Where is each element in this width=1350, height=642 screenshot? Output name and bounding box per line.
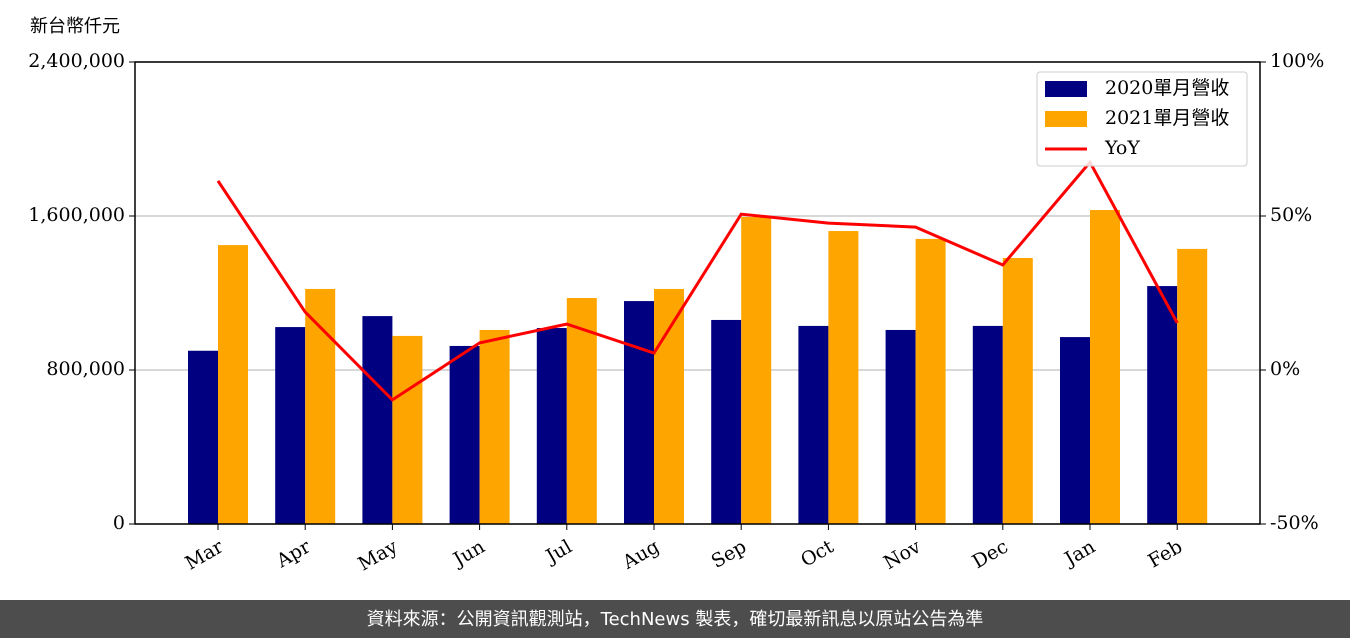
bar (188, 350, 218, 524)
bar (566, 298, 597, 524)
bar (1090, 210, 1120, 524)
bar (449, 345, 480, 524)
y2-tick-label: -50% (1270, 512, 1319, 534)
x-tick-label: Aug (618, 536, 663, 575)
legend-box (1036, 71, 1248, 167)
bar (1177, 248, 1208, 525)
footer: 資料來源：公開資訊觀測站，TechNews 製表，確切最新訊息以原站公告為準 (367, 609, 984, 630)
bar (392, 335, 423, 524)
y2-tick-label: 100% (1270, 50, 1324, 72)
legend-swatch (1045, 111, 1087, 127)
bar (915, 238, 946, 524)
bar (275, 327, 306, 524)
x-tick-label: Apr (272, 535, 315, 572)
bar (624, 301, 654, 524)
bar (741, 216, 772, 524)
bar (218, 245, 248, 524)
y2-tick-label: 50% (1270, 204, 1312, 226)
bar (654, 288, 684, 524)
bar (305, 288, 336, 524)
x-tick-label: Jan (1059, 536, 1099, 572)
bar (828, 231, 859, 524)
x-tick-label: Nov (880, 535, 925, 574)
legend-label: 2021單月營收 (1105, 107, 1229, 129)
bar (1060, 337, 1090, 524)
x-tick-label: Jul (541, 536, 576, 569)
footer-band (0, 600, 1350, 638)
y-tick-label: 1,600,000 (28, 204, 125, 226)
x-tick-label: Jun (448, 536, 489, 572)
y-tick-label: 2,400,000 (28, 50, 125, 72)
legend-label: 2020單月營收 (1105, 77, 1229, 99)
y-tick-label: 0 (113, 512, 125, 534)
bar (972, 325, 1003, 524)
x-tick-label: Feb (1144, 536, 1186, 573)
bar (885, 329, 916, 524)
bar (362, 316, 393, 524)
x-tick-label: Dec (969, 536, 1012, 574)
bar (479, 329, 510, 524)
legend-swatch (1045, 81, 1087, 97)
y2-tick-label: 0% (1270, 358, 1300, 380)
x-tick-label: Oct (797, 535, 838, 571)
bar (798, 325, 829, 524)
legend-label: YoY (1104, 137, 1140, 159)
x-tick-label: Mar (181, 535, 227, 574)
x-tick-label: May (354, 535, 401, 575)
bar (536, 328, 567, 524)
y-tick-label: 800,000 (46, 358, 125, 380)
bar (1147, 286, 1178, 524)
bar (1002, 257, 1033, 524)
plot-frame (134, 61, 1261, 525)
x-tick-label: Sep (708, 536, 751, 573)
yoy-line (216, 159, 1179, 402)
bar (711, 319, 742, 524)
y-axis-label: 新台幣仟元 (30, 16, 120, 37)
